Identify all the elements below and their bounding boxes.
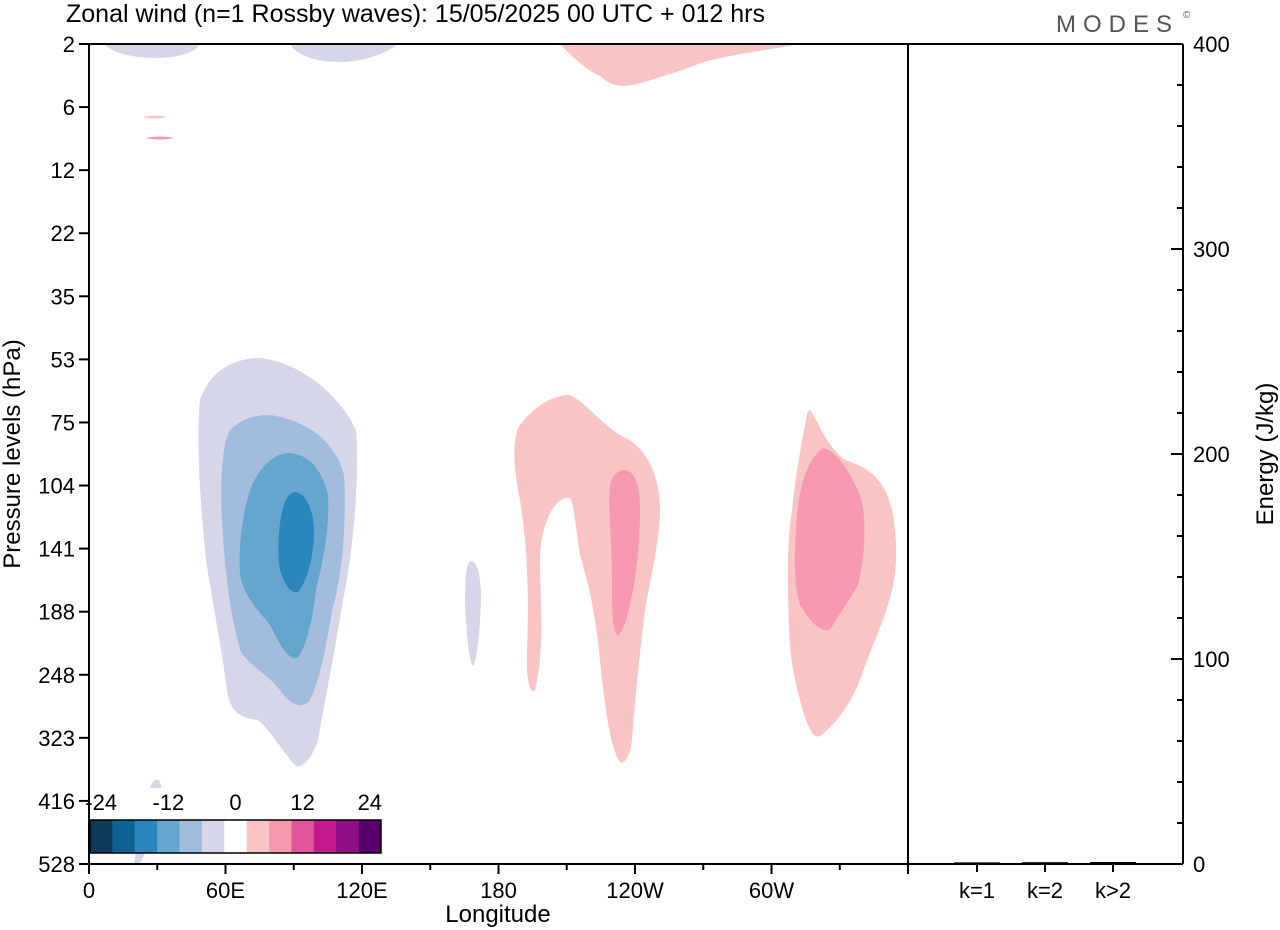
contour-pos-4-top [560, 44, 800, 86]
colorbar-label: 12 [290, 790, 314, 815]
colorbar-swatch [358, 820, 382, 853]
colorbar: -24 -12 0 12 24 [85, 788, 382, 854]
pressure-tick-label: 75 [51, 410, 75, 435]
pressure-tick-label: 53 [51, 347, 75, 372]
pressure-tick-label: 323 [38, 726, 75, 751]
energy-category-label: k>2 [1095, 878, 1131, 903]
colorbar-swatch [179, 820, 203, 853]
contour-pos-8-w120 [609, 470, 640, 636]
colorbar-swatch [157, 820, 180, 853]
colorbar-swatches [90, 788, 382, 853]
energy-bars: k=1 k=2 k>2 [954, 861, 1136, 903]
longitude-tick-label: 120E [336, 878, 387, 903]
energy-tick-label: 400 [1193, 32, 1230, 57]
colorbar-swatch [201, 820, 225, 853]
pressure-tick-label: 188 [38, 600, 75, 625]
energy-tick-label: 200 [1193, 442, 1230, 467]
colorbar-label: -12 [152, 790, 184, 815]
pressure-tick-label: 35 [51, 284, 75, 309]
pressure-tick-label: 22 [51, 221, 75, 246]
energy-axis-label: Energy (J/kg) [1252, 383, 1279, 526]
colorbar-swatch [246, 820, 270, 853]
pressure-tick-label: 12 [51, 158, 75, 183]
colorbar-swatch [134, 820, 158, 853]
energy-axis: 0 100 200 300 400 [1171, 32, 1230, 877]
energy-bar [954, 862, 1000, 865]
longitude-tick-label: 60E [206, 878, 245, 903]
energy-bar [1090, 861, 1136, 864]
colorbar-label: 24 [358, 790, 382, 815]
y-axis-label: Pressure levels (hPa) [0, 339, 26, 568]
longitude-axis: 0 60E 120E 180 120W 60W [83, 864, 909, 903]
colorbar-swatch [291, 820, 315, 853]
energy-tick-label: 100 [1193, 647, 1230, 672]
contour-neg-16 [278, 492, 314, 593]
brand-text: MODES [1056, 11, 1179, 38]
modes-logo: MODES © [1056, 10, 1191, 38]
energy-category-label: k=1 [959, 878, 995, 903]
contour-field [104, 44, 897, 864]
pressure-axis: 2 6 12 22 35 53 75 104 141 188 248 323 416 528 [38, 32, 89, 877]
contour-pos-8-w40 [794, 448, 865, 631]
colorbar-swatch [90, 820, 113, 853]
pressure-tick-label: 528 [38, 852, 75, 877]
pressure-tick-label: 248 [38, 663, 75, 688]
colorbar-swatch [112, 820, 136, 853]
contour-neg-4-top-b [290, 44, 398, 62]
colorbar-swatch [269, 820, 292, 853]
colorbar-label-backdrop [90, 788, 381, 820]
pressure-tick-label: 416 [38, 789, 75, 814]
energy-category-label: k=2 [1027, 878, 1063, 903]
energy-bar [1022, 862, 1068, 865]
chart-title: Zonal wind (n=1 Rossby waves): 15/05/202… [66, 0, 765, 28]
colorbar-label: 0 [229, 790, 241, 815]
longitude-tick-label: 0 [83, 878, 95, 903]
pressure-tick-label: 2 [63, 32, 75, 57]
colorbar-swatch [336, 820, 359, 853]
contour-neg-4-top-a [104, 44, 200, 58]
energy-tick-label: 300 [1193, 237, 1230, 262]
colorbar-swatch [313, 820, 337, 853]
longitude-tick-label: 180 [480, 878, 517, 903]
x-axis-label: Longitude [445, 901, 550, 928]
pressure-tick-label: 6 [63, 95, 75, 120]
colorbar-label: -24 [85, 790, 117, 815]
contour-pos-dash-b [145, 136, 174, 140]
contour-pos-dash-a [143, 115, 166, 119]
pressure-tick-label: 141 [38, 537, 75, 562]
longitude-tick-label: 60W [749, 878, 794, 903]
pressure-tick-label: 104 [38, 474, 75, 499]
colorbar-swatch [224, 820, 247, 853]
contour-neg-4-isolated [465, 561, 481, 666]
energy-tick-label: 0 [1193, 852, 1205, 877]
colorbar-labels: -24 -12 0 12 24 [85, 790, 382, 815]
contour-pos-4-w120 [514, 395, 660, 763]
brand-mark: © [1183, 10, 1191, 21]
longitude-tick-label: 120W [606, 878, 664, 903]
